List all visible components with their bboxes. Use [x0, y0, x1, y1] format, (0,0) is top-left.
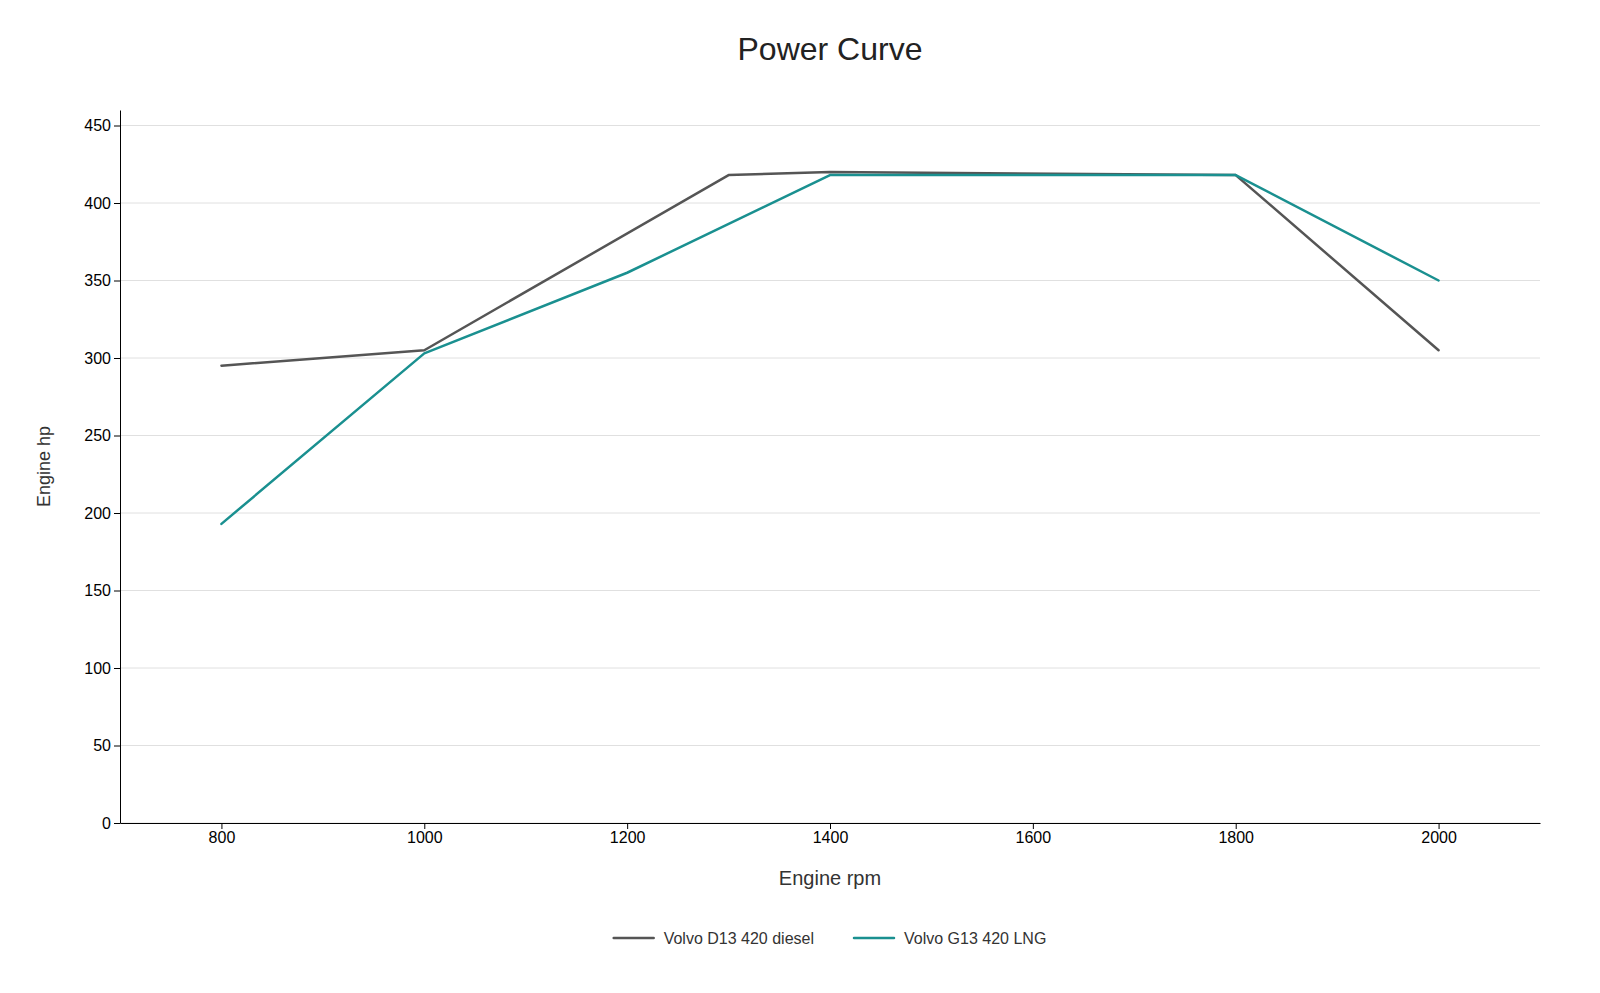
- x-tick-mark: [424, 823, 425, 829]
- y-tick-label: 400: [84, 195, 111, 212]
- y-tick-label: 200: [84, 505, 111, 522]
- legend-label: Volvo G13 420 LNG: [904, 930, 1046, 947]
- y-tick: 450: [84, 117, 120, 134]
- x-tick-label: 2000: [1421, 829, 1457, 846]
- y-tick-label: 100: [84, 660, 111, 677]
- grid-line: [120, 513, 1540, 514]
- x-tick: 2000: [1421, 823, 1457, 846]
- plot-area: 800 1000 1200 1400 1600 1800 2000 0 50 100 150 200 2…: [84, 111, 1540, 847]
- x-tick: 1800: [1218, 823, 1254, 846]
- x-tick-mark: [1033, 823, 1034, 829]
- grid-line: [120, 668, 1540, 669]
- x-tick-label: 1800: [1218, 829, 1254, 846]
- y-tick-label: 250: [84, 427, 111, 444]
- legend-item: Volvo G13 420 LNG: [854, 930, 1046, 947]
- series-group: [221, 172, 1438, 524]
- y-tick: 400: [84, 195, 120, 212]
- x-tick-label: 1400: [813, 829, 849, 846]
- x-tick-label: 1000: [407, 829, 443, 846]
- legend-item: Volvo D13 420 diesel: [614, 930, 814, 947]
- y-tick-mark: [114, 591, 120, 592]
- y-tick: 150: [84, 582, 120, 599]
- title: Power Curve: [738, 31, 923, 67]
- y-tick: 50: [93, 737, 120, 754]
- y-tick-label: 150: [84, 582, 111, 599]
- series-line: [221, 172, 1438, 366]
- series-line: [221, 175, 1438, 524]
- y-tick-mark: [114, 203, 120, 204]
- y-axis: 0 50 100 150 200 250 300 350 400 450: [84, 111, 120, 832]
- y-tick-mark: [114, 281, 120, 282]
- x-tick: 1200: [610, 823, 646, 846]
- x-tick: 800: [209, 823, 236, 846]
- grid-line: [120, 203, 1540, 204]
- y-tick-label: 350: [84, 272, 111, 289]
- y-tick-mark: [114, 358, 120, 359]
- x-tick-label: 800: [209, 829, 236, 846]
- y-tick-label: 0: [102, 815, 111, 832]
- y-axis-line: [120, 111, 121, 824]
- x-tick: 1400: [813, 823, 849, 846]
- x-tick-mark: [1236, 823, 1237, 829]
- legend-swatch: [614, 937, 654, 940]
- y-tick-mark: [114, 436, 120, 437]
- x-tick-mark: [221, 823, 222, 829]
- grid: [120, 126, 1540, 824]
- y-tick-mark: [114, 668, 120, 669]
- y-tick: 0: [102, 815, 120, 832]
- y-tick: 250: [84, 427, 120, 444]
- grid-line: [120, 435, 1540, 436]
- legend: Volvo D13 420 diesel Volvo G13 420 LNG: [614, 930, 1047, 947]
- x-tick-mark: [830, 823, 831, 829]
- legend-swatch: [854, 937, 894, 940]
- y-tick-label: 50: [93, 737, 111, 754]
- chart: 800 1000 1200 1400 1600 1800 2000 0 50 100 150 200 2…: [0, 0, 1600, 993]
- legend-label: Volvo D13 420 diesel: [664, 930, 814, 947]
- x-tick: 1600: [1016, 823, 1052, 846]
- x-axis: 800 1000 1200 1400 1600 1800 2000: [121, 823, 1541, 846]
- y-tick: 350: [84, 272, 120, 289]
- y-tick-mark: [114, 126, 120, 127]
- y-tick: 200: [84, 505, 120, 522]
- x-tick-label: 1200: [610, 829, 646, 846]
- grid-line: [120, 125, 1540, 126]
- x-tick-mark: [1439, 823, 1440, 829]
- y-tick-mark: [114, 746, 120, 747]
- x-tick-mark: [627, 823, 628, 829]
- y-tick: 100: [84, 660, 120, 677]
- y-tick-label: 450: [84, 117, 111, 134]
- grid-line: [120, 590, 1540, 591]
- y-tick-label: 300: [84, 350, 111, 367]
- x-tick-label: 1600: [1016, 829, 1052, 846]
- y-tick-mark: [114, 823, 120, 824]
- y-tick: 300: [84, 350, 120, 367]
- x-axis-title: Engine rpm: [779, 867, 881, 889]
- y-axis-title: Engine hp: [34, 426, 54, 507]
- grid-line: [120, 280, 1540, 281]
- grid-line: [120, 745, 1540, 746]
- x-tick: 1000: [407, 823, 443, 846]
- y-tick-mark: [114, 513, 120, 514]
